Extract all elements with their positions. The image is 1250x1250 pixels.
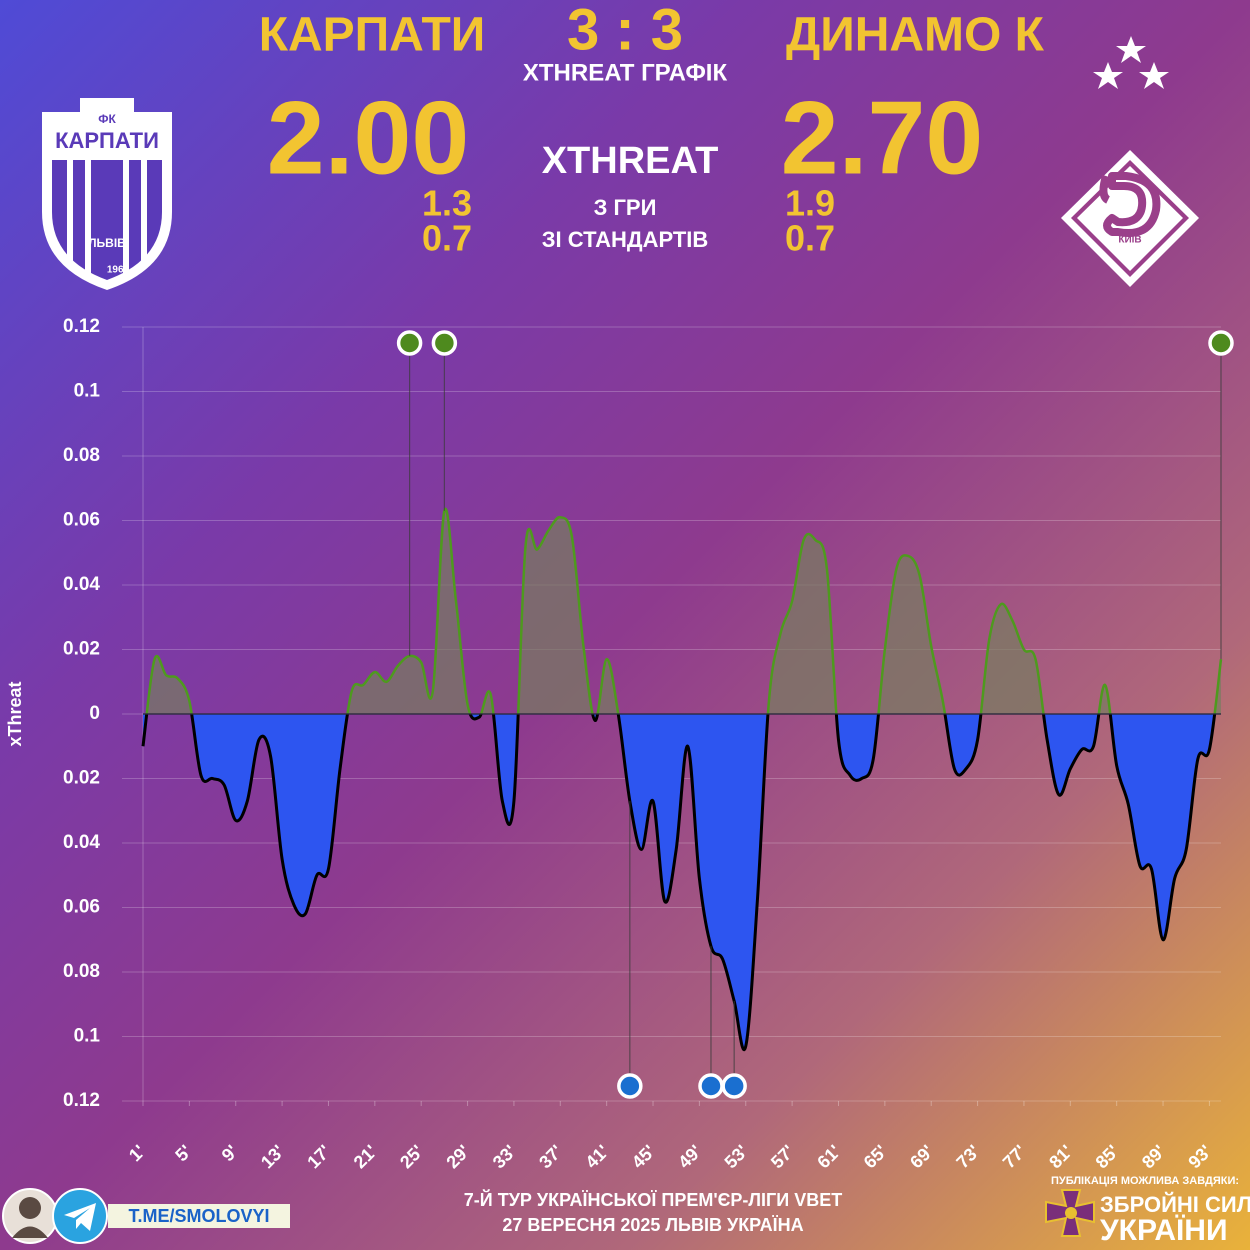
away-set-pieces: 0.7: [785, 218, 835, 259]
x-tick-label: 9': [218, 1141, 242, 1165]
x-tick-label: 53': [721, 1141, 752, 1172]
home-open-play: 1.3: [422, 183, 472, 224]
y-tick-label: 0: [89, 703, 100, 724]
footer-line: 27 ВЕРЕСНЯ 2025 ЛЬВІВ УКРАЇНА: [502, 1215, 803, 1235]
x-tick-label: 37': [535, 1141, 566, 1172]
y-tick-label: 0.06: [63, 510, 100, 531]
y-tick-label: 0.04: [63, 574, 100, 595]
x-tick-label: 73': [952, 1141, 983, 1172]
logo-text: ФК: [98, 112, 116, 126]
x-tick-label: 61': [813, 1141, 844, 1172]
score: 3 : 3: [567, 0, 683, 62]
goal-marker: [396, 330, 423, 356]
y-tick-label: 0.12: [63, 1090, 100, 1111]
goal-marker: [698, 1073, 724, 1099]
x-tick-label: 33': [489, 1141, 520, 1172]
x-tick-label: 13': [257, 1141, 288, 1172]
y-tick-label: 0.12: [63, 316, 100, 337]
x-tick-label: 41': [582, 1141, 613, 1172]
home-logo: ФК КАРПАТИ ЛЬВІВ 1963: [42, 98, 172, 290]
xt-label: XTHREAT: [542, 140, 719, 182]
x-tick-label: 21': [350, 1141, 381, 1172]
goal-marker: [1208, 330, 1234, 356]
logo-text: КИЇВ: [1118, 233, 1141, 246]
goal-marker: [431, 330, 458, 356]
x-tick-label: 5': [171, 1141, 195, 1165]
x-tick-label: 81': [1045, 1141, 1076, 1172]
y-tick-label: 0.02: [63, 768, 100, 789]
open-play-label: З ГРИ: [594, 195, 657, 220]
subtitle: XTHREAT ГРАФІК: [523, 59, 728, 86]
home-xt: 2.00: [267, 80, 469, 196]
goal-marker: [617, 1073, 643, 1099]
y-tick-label: 0.02: [63, 639, 100, 660]
sponsor-note: ПУБЛІКАЦІЯ МОЖЛИВА ЗАВДЯКИ:: [1051, 1175, 1239, 1187]
x-tick-label: 49': [674, 1141, 705, 1172]
away-open-play: 1.9: [785, 183, 835, 224]
plot-area: [141, 330, 1234, 1099]
logo-text: КАРПАТИ: [55, 128, 159, 153]
away-xt: 2.70: [781, 80, 983, 196]
area-positive: [143, 508, 1221, 714]
goal-marker: [721, 1073, 747, 1099]
away-logo: КИЇВ: [1061, 36, 1199, 287]
sponsor-name: ЗБРОЙНІ СИЛИ: [1100, 1192, 1250, 1217]
x-tick-label: 65': [860, 1141, 891, 1172]
y-tick-label: 0.08: [63, 445, 100, 466]
line-positive: [145, 507, 1223, 714]
x-tick-label: 1': [125, 1141, 149, 1165]
home-set-pieces: 0.7: [422, 218, 472, 259]
y-tick-label: 0.04: [63, 832, 100, 853]
x-tick-label: 57': [767, 1141, 798, 1172]
x-tick-label: 69': [906, 1141, 937, 1172]
line-negative: [141, 714, 1217, 1051]
x-tick-label: 89': [1138, 1141, 1169, 1172]
x-tick-label: 85': [1092, 1141, 1123, 1172]
x-tick-label: 93': [1184, 1141, 1215, 1172]
footer-line: 7-Й ТУР УКРАЇНСЬКОЇ ПРЕМ'ЄР-ЛІГИ VBET: [464, 1189, 842, 1210]
away-team: ДИНАМО К: [786, 9, 1045, 62]
y-tick-label: 0.1: [74, 381, 101, 402]
set-pieces-label: ЗІ СТАНДАРТІВ: [542, 227, 709, 252]
sponsor-name: УКРАЇНИ: [1100, 1214, 1228, 1247]
y-tick-label: 0.1: [74, 1026, 101, 1047]
y-tick-label: 0.06: [63, 897, 100, 918]
y-tick-label: 0.08: [63, 961, 100, 982]
logo-text: ЛЬВІВ: [88, 236, 126, 250]
logo-text: 1963: [107, 265, 130, 276]
channel-link[interactable]: T.ME/SMOLOVYI: [128, 1206, 269, 1226]
x-tick-label: 29': [442, 1141, 473, 1172]
x-tick-label: 45': [628, 1141, 659, 1172]
x-tick-label: 77': [999, 1141, 1030, 1172]
y-axis-label: xThreat: [5, 681, 25, 746]
home-team: КАРПАТИ: [259, 9, 486, 62]
x-tick-label: 17': [303, 1141, 334, 1172]
x-tick-label: 25': [396, 1141, 427, 1172]
footer: T.ME/SMOLOVYI 7-Й ТУР УКРАЇНСЬКОЇ ПРЕМ'Є…: [2, 1175, 1250, 1247]
